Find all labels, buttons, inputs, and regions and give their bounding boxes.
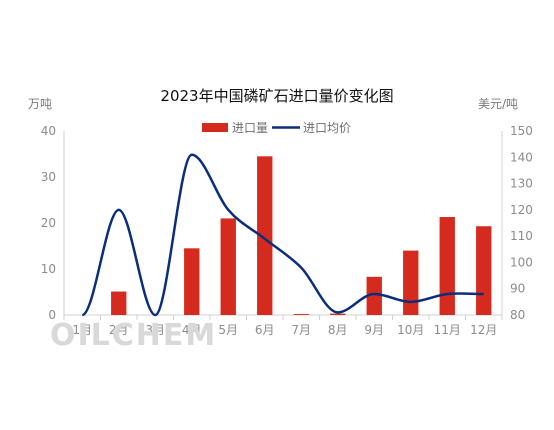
right-y-tick-label: 80 (510, 308, 525, 322)
left-y-tick-label: 30 (41, 170, 56, 184)
x-tick-label: 11月 (434, 323, 461, 337)
x-tick-label: 7月 (291, 323, 311, 337)
x-tick-label: 6月 (255, 323, 275, 337)
price-line (81, 153, 484, 317)
right-y-tick-label: 100 (510, 255, 533, 269)
bar (476, 226, 492, 315)
x-tick-label: 10月 (397, 323, 424, 337)
watermark-text: OILCHEM (50, 318, 217, 353)
left-y-tick-label: 10 (41, 262, 56, 276)
axes: 0 10 20 30 40 80 90 100 110 120 130 140 150 1月 2月 3月 4月 5… (41, 124, 533, 337)
legend-line-label: 进口均价 (303, 121, 351, 135)
bar (184, 248, 200, 315)
bar (439, 217, 455, 315)
x-tick-label: 2月 (109, 323, 129, 337)
chart-title: 2023年中国磷矿石进口量价变化图 (160, 87, 393, 105)
x-tick-label: 8月 (328, 323, 348, 337)
line-series (81, 153, 484, 317)
x-tick-label: 9月 (364, 323, 384, 337)
right-axis-unit: 美元/吨 (478, 97, 518, 111)
bar (111, 291, 127, 315)
legend-bar-swatch (202, 123, 228, 132)
bar (293, 314, 309, 315)
right-y-tick-label: 130 (510, 177, 533, 191)
bar (403, 250, 419, 315)
left-axis-unit: 万吨 (28, 97, 52, 111)
bar (257, 156, 273, 315)
bar (330, 313, 346, 315)
left-y-tick-label: 20 (41, 216, 56, 230)
bar (366, 276, 382, 315)
x-tick-label: 4月 (182, 323, 202, 337)
legend: 进口量 进口均价 (202, 121, 351, 135)
bar (220, 218, 236, 315)
bar-series (111, 156, 492, 315)
right-y-tick-label: 110 (510, 229, 533, 243)
right-y-tick-label: 90 (510, 282, 525, 296)
left-y-tick-label: 0 (48, 308, 56, 322)
right-y-tick-label: 150 (510, 124, 533, 138)
x-tick-label: 1月 (72, 323, 92, 337)
x-tick-label: 3月 (145, 323, 165, 337)
right-y-tick-label: 140 (510, 150, 533, 164)
x-tick-label: 12月 (470, 323, 497, 337)
x-tick-label: 5月 (218, 323, 238, 337)
left-y-tick-label: 40 (41, 124, 56, 138)
legend-bar-label: 进口量 (232, 121, 268, 135)
watermark: OILCHEM (50, 318, 217, 353)
right-y-tick-label: 120 (510, 203, 533, 217)
